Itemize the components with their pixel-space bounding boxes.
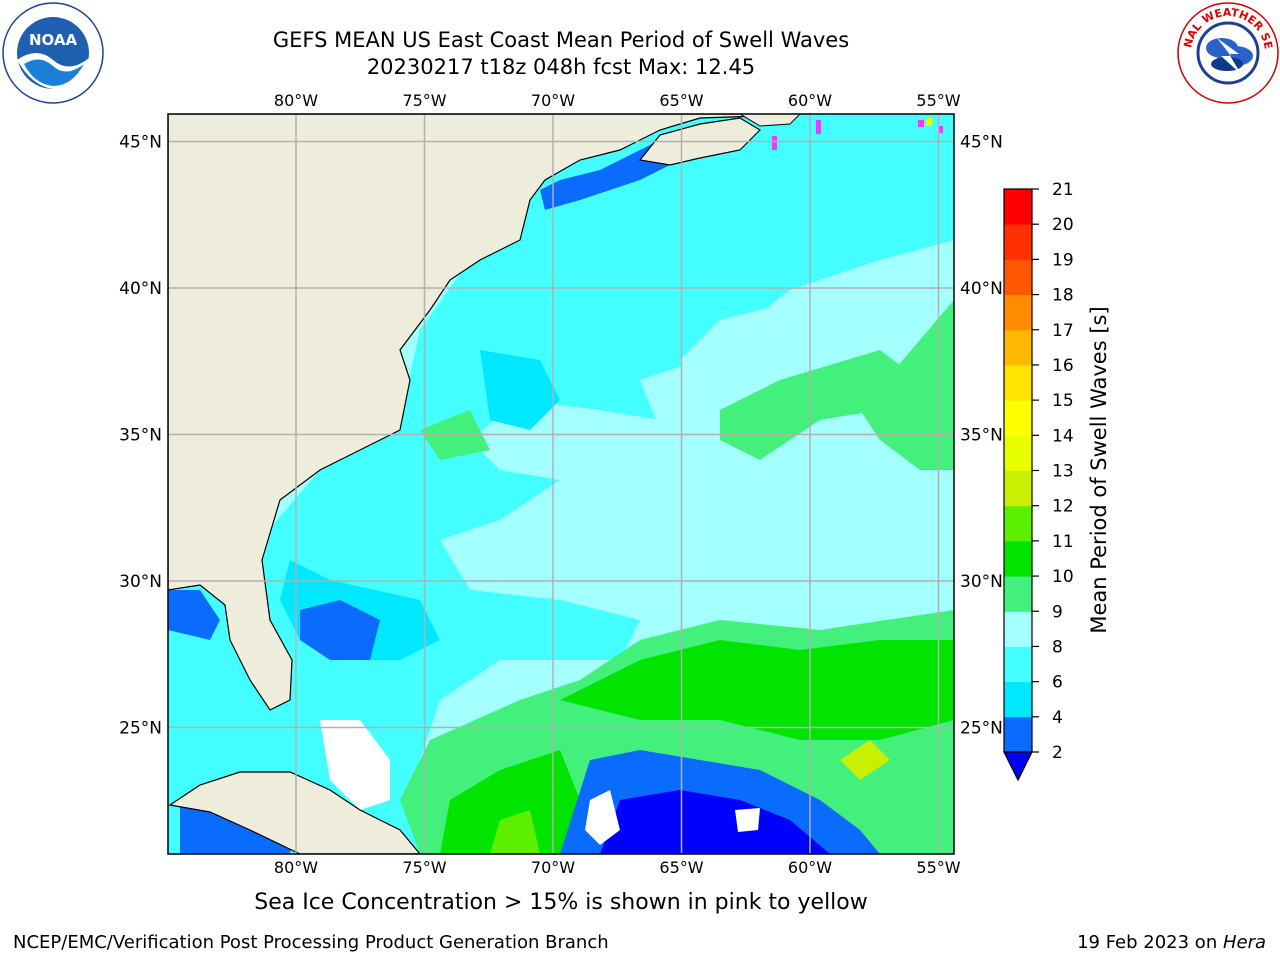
sea-ice-marker <box>772 136 777 150</box>
lat-tick-label-right: 35°N <box>960 426 1003 446</box>
colorbar-tick-label: 14 <box>1052 426 1074 446</box>
chart-subtitle: 20230217 t18z 048h fcst Max: 12.45 <box>366 55 756 79</box>
sea-ice-note: Sea Ice Concentration > 15% is shown in … <box>254 890 868 915</box>
map-panel <box>168 114 954 854</box>
colorbar-swatch <box>1004 189 1032 225</box>
missing-data-bahamas <box>320 720 390 810</box>
swell-field-6-8 <box>480 350 560 430</box>
footer-credit: NCEP/EMC/Verification Post Processing Pr… <box>13 932 609 953</box>
colorbar-tick-label: 11 <box>1052 532 1074 552</box>
swell-field-4-6 <box>168 114 954 854</box>
lat-tick-label-left: 30°N <box>119 572 162 592</box>
footer-date-text: 19 Feb 2023 on <box>1077 932 1223 953</box>
colorbar-tick-label: 17 <box>1052 321 1074 341</box>
noaa-logo-text: NOAA <box>29 31 78 49</box>
colorbar-swatch <box>1004 364 1032 401</box>
colorbar-tick-label: 2 <box>1052 743 1063 763</box>
map-frame <box>167 113 955 855</box>
colorbar-tick-label: 9 <box>1052 602 1063 622</box>
lon-tick-label-top: 60°W <box>788 91 832 110</box>
colorbar-tick-label: 18 <box>1052 286 1074 306</box>
land-newfoundland-edge <box>739 114 801 127</box>
sea-ice-marker <box>926 118 932 126</box>
colorbar-tick-label: 12 <box>1052 497 1074 517</box>
swell-field-under-2 <box>600 790 830 854</box>
colorbar-swatch <box>1004 576 1032 612</box>
tick-labels: 80°W 80°W 75°W 75°W 70°W 70°W 65°W 65°W 60°W 60°W… <box>119 91 1003 877</box>
chart-title: GEFS MEAN US East Coast Mean Period of S… <box>272 28 850 52</box>
lat-tick-label-right: 30°N <box>960 572 1003 592</box>
missing-data-south-2 <box>735 808 760 832</box>
lon-tick-label-top: 80°W <box>274 91 318 110</box>
lon-tick-label-top: 65°W <box>659 91 703 110</box>
swell-field-2-4-florida <box>300 600 380 660</box>
swell-field-2-4-gulf <box>168 590 220 640</box>
lon-tick-label-bottom: 75°W <box>402 858 446 877</box>
colorbar-tick-label: 13 <box>1052 462 1074 482</box>
colorbar-tick-label: 4 <box>1052 708 1063 728</box>
lon-tick-label-bottom: 65°W <box>659 858 703 877</box>
sea-ice-marker <box>918 120 924 127</box>
colorbar-tick-label: 10 <box>1052 567 1074 587</box>
colorbar-tick-label: 6 <box>1052 673 1063 693</box>
swell-field-10-11-south <box>440 750 580 854</box>
colorbar-swatch <box>1004 611 1032 647</box>
colorbar-label: Mean Period of Swell Waves [s] <box>1087 306 1111 633</box>
swell-field-8-9-island <box>470 290 954 480</box>
swell-field-9-10-far-east <box>860 300 954 470</box>
swell-field-11-12 <box>490 810 540 854</box>
colorbar-under-arrow <box>1003 751 1033 782</box>
colorbar-swatch <box>1004 505 1032 542</box>
swell-field-12-13 <box>840 740 890 780</box>
colorbar-tick-label: 20 <box>1052 215 1074 235</box>
lon-tick-label-bottom: 60°W <box>788 858 832 877</box>
colorbar-tick-label: 16 <box>1052 356 1074 376</box>
colorbar-tick-label: 15 <box>1052 391 1074 411</box>
lat-tick-label-right: 40°N <box>960 279 1003 299</box>
colorbar-swatch <box>1004 540 1032 577</box>
lat-tick-label-left: 35°N <box>119 426 162 446</box>
land-north-america <box>168 114 781 711</box>
colorbar-swatch <box>1004 259 1032 296</box>
colorbar-swatch <box>1004 329 1032 366</box>
colorbar-swatch <box>1004 646 1032 683</box>
swell-field-10-11 <box>560 640 954 740</box>
lon-tick-label-bottom: 55°W <box>916 858 960 877</box>
colorbar-swatch <box>1004 224 1032 260</box>
colorbar-tick-label: 8 <box>1052 637 1063 657</box>
lat-tick-label-right: 45°N <box>960 133 1003 153</box>
missing-data-south <box>585 790 620 845</box>
colorbar-swatch <box>1004 716 1032 753</box>
lon-tick-label-top: 70°W <box>531 91 575 110</box>
colorbar: 2 4 6 8 9 10 11 12 13 14 15 16 17 18 19 20 21 Mean Period… <box>1003 180 1111 782</box>
gridlines <box>168 114 954 854</box>
land-cuba <box>168 771 421 854</box>
footer-date: 19 Feb 2023 on Hera <box>1077 932 1266 953</box>
nws-logo: NATIONAL WEATHER SERVICE <box>1177 2 1279 104</box>
colorbar-swatch <box>1004 681 1032 718</box>
lat-tick-label-left: 40°N <box>119 279 162 299</box>
lat-tick-label-left: 25°N <box>119 719 162 739</box>
colorbar-tick-label: 19 <box>1052 250 1074 270</box>
colorbar-swatch <box>1004 400 1032 436</box>
colorbar-swatch <box>1004 470 1032 507</box>
lon-tick-label-bottom: 80°W <box>274 858 318 877</box>
sea-ice-marker <box>816 120 821 134</box>
sea-ice-marker <box>938 126 943 133</box>
lat-tick-label-right: 25°N <box>960 719 1003 739</box>
lat-tick-label-left: 45°N <box>119 133 162 153</box>
noaa-logo: NOAA <box>2 2 104 104</box>
colorbar-swatch <box>1004 435 1032 471</box>
lon-tick-label-top: 75°W <box>402 91 446 110</box>
footer-system: Hera <box>1222 932 1266 953</box>
lon-tick-label-bottom: 70°W <box>531 858 575 877</box>
colorbar-tick-label: 21 <box>1052 180 1074 200</box>
colorbar-swatch <box>1004 294 1032 331</box>
swell-field-9-10-east <box>720 350 920 460</box>
lon-tick-label-top: 55°W <box>916 91 960 110</box>
